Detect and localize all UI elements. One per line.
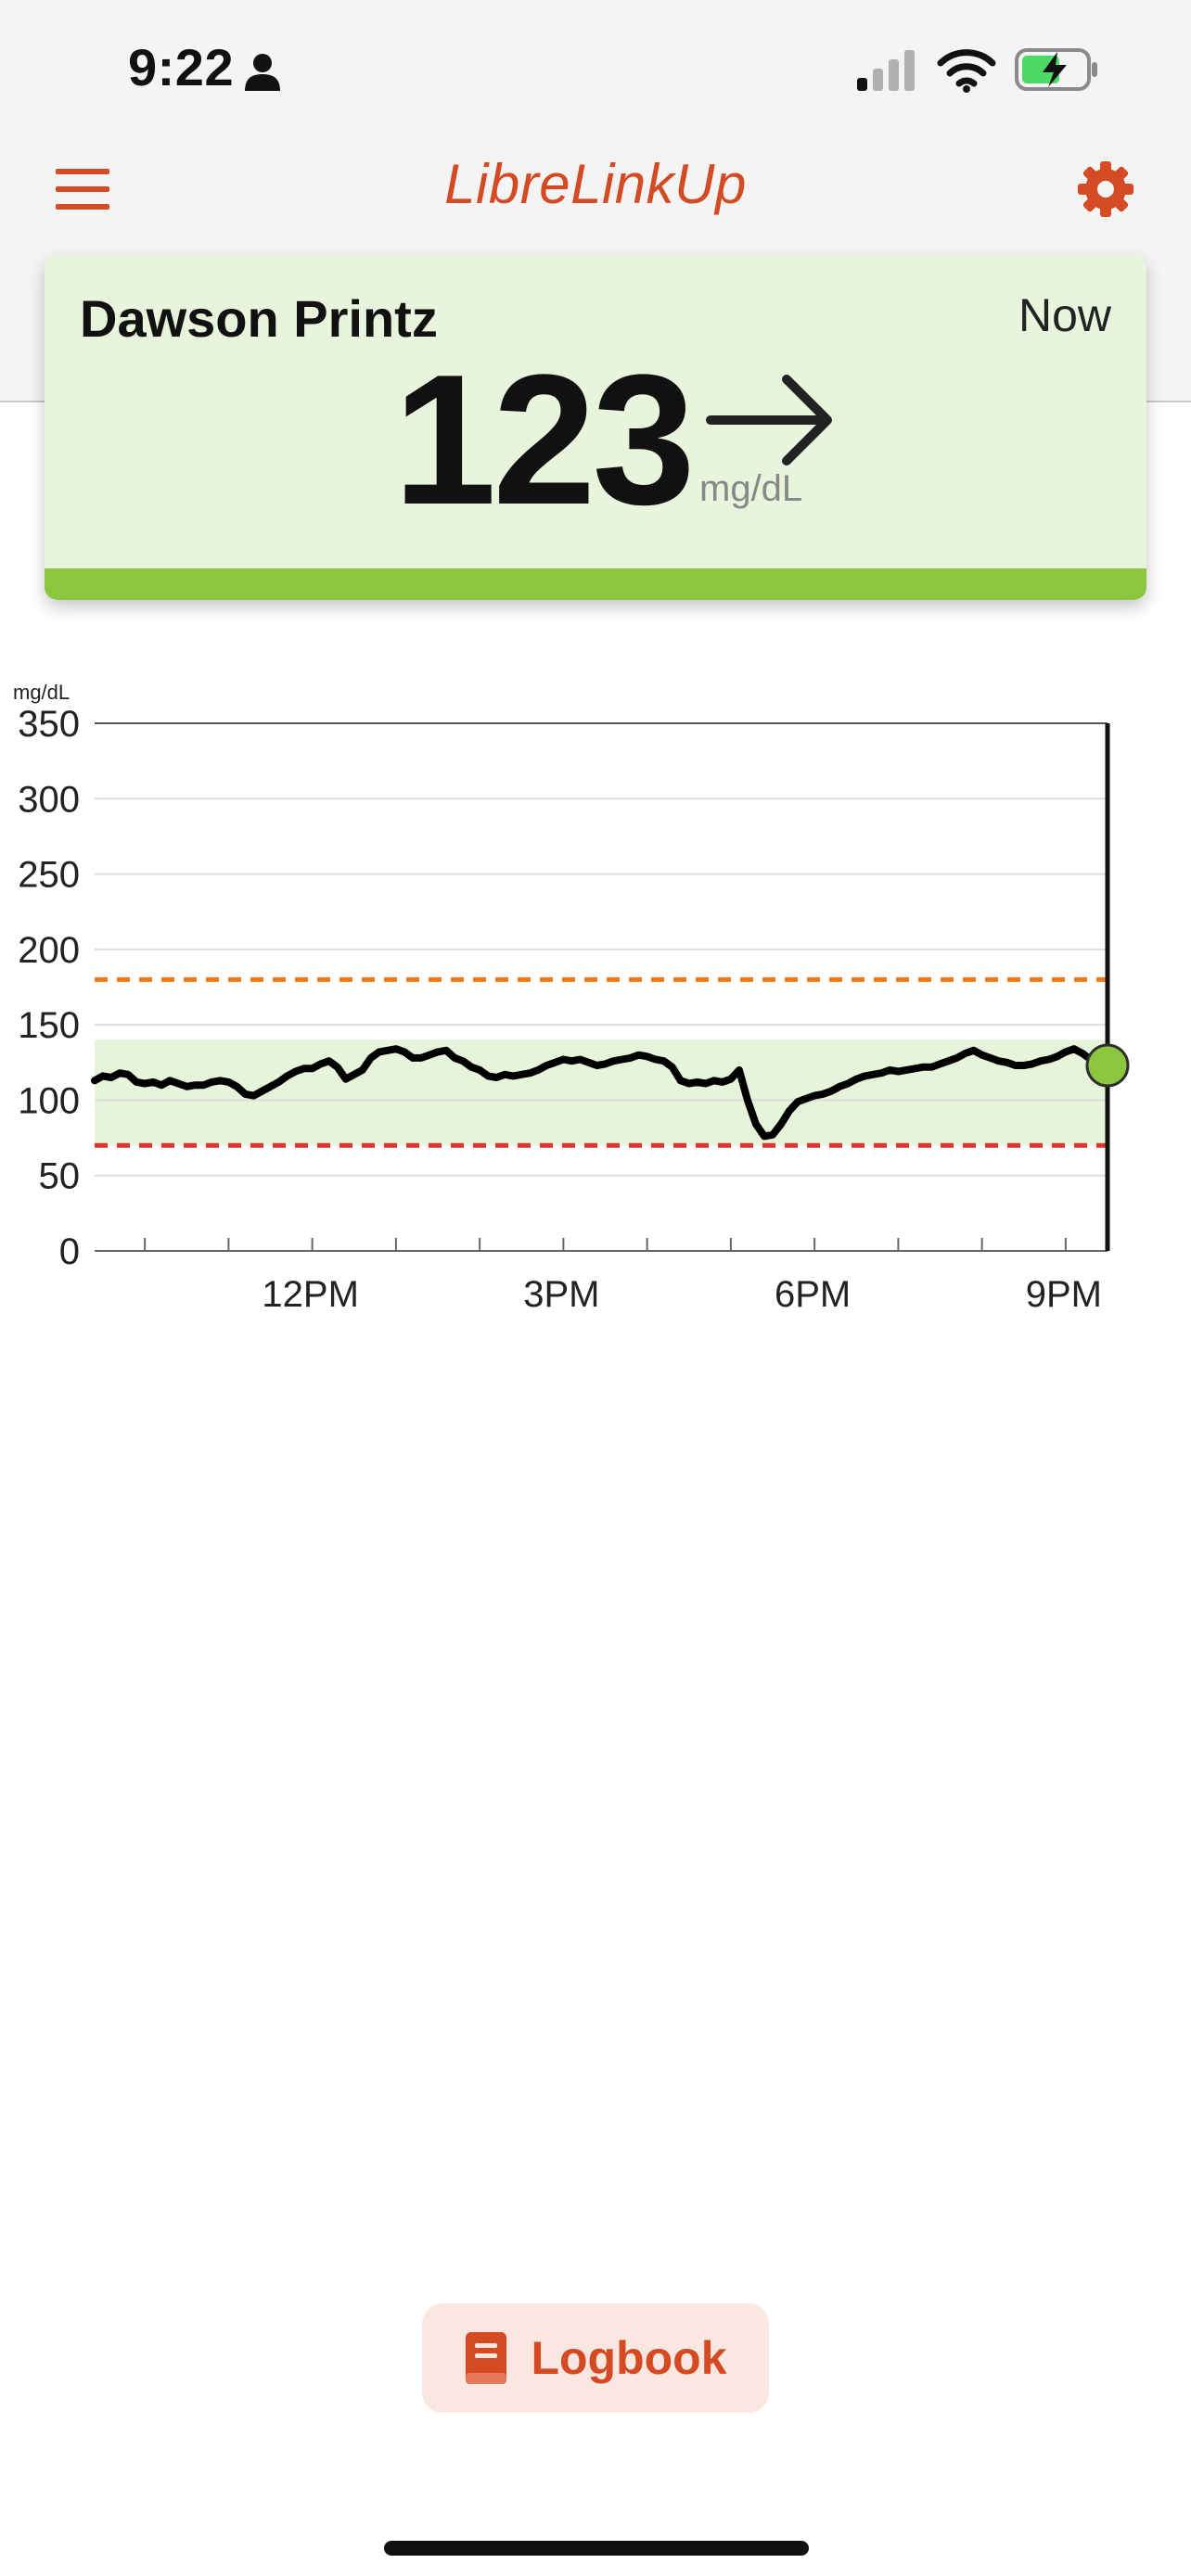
glucose-value: 123 <box>393 337 696 543</box>
hamburger-menu-icon[interactable] <box>56 167 113 211</box>
glucose-chart[interactable]: 0 50 100 150 200 250 300 350 mg/dL 12PM 3PM 6PM 9PM <box>0 677 1191 1345</box>
y-tick-label: 300 <box>18 779 80 820</box>
glucose-series-line <box>91 1045 1103 1141</box>
y-tick-label: 0 <box>59 1231 80 1272</box>
status-bar-indicator <box>45 568 1146 600</box>
status-time: 9:22 <box>128 38 235 96</box>
logbook-button[interactable]: Logbook <box>422 2303 769 2413</box>
arrow-right-icon <box>706 375 832 465</box>
current-reading-point <box>1085 1043 1130 1088</box>
gear-icon[interactable] <box>1076 159 1135 219</box>
y-tick-label: 150 <box>18 1005 80 1046</box>
app-title: LibreLinkUp <box>444 153 747 215</box>
x-tick-label: 3PM <box>523 1274 599 1315</box>
battery-charging-icon <box>1015 48 1097 91</box>
x-tick-label: 6PM <box>775 1274 851 1315</box>
y-axis-unit-label: mg/dL <box>13 681 70 704</box>
reading-time: Now <box>1018 289 1111 341</box>
y-tick-label: 50 <box>39 1156 81 1197</box>
patient-card[interactable]: Dawson Printz Now 123 mg/dL <box>45 255 1146 600</box>
patient-name: Dawson Printz <box>80 289 438 348</box>
x-tick-label: 9PM <box>1026 1274 1102 1315</box>
glucose-unit: mg/dL <box>699 468 803 509</box>
signal-icon <box>857 50 915 91</box>
y-tick-label: 350 <box>18 704 80 745</box>
y-tick-label: 100 <box>18 1080 80 1121</box>
logbook-label: Logbook <box>531 2332 727 2384</box>
y-tick-label: 200 <box>18 930 80 971</box>
person-icon <box>245 54 280 91</box>
home-indicator <box>384 2541 809 2556</box>
book-icon <box>466 2332 507 2384</box>
wifi-icon <box>937 49 996 93</box>
x-tick-label: 12PM <box>262 1274 359 1315</box>
y-tick-label: 250 <box>18 855 80 896</box>
